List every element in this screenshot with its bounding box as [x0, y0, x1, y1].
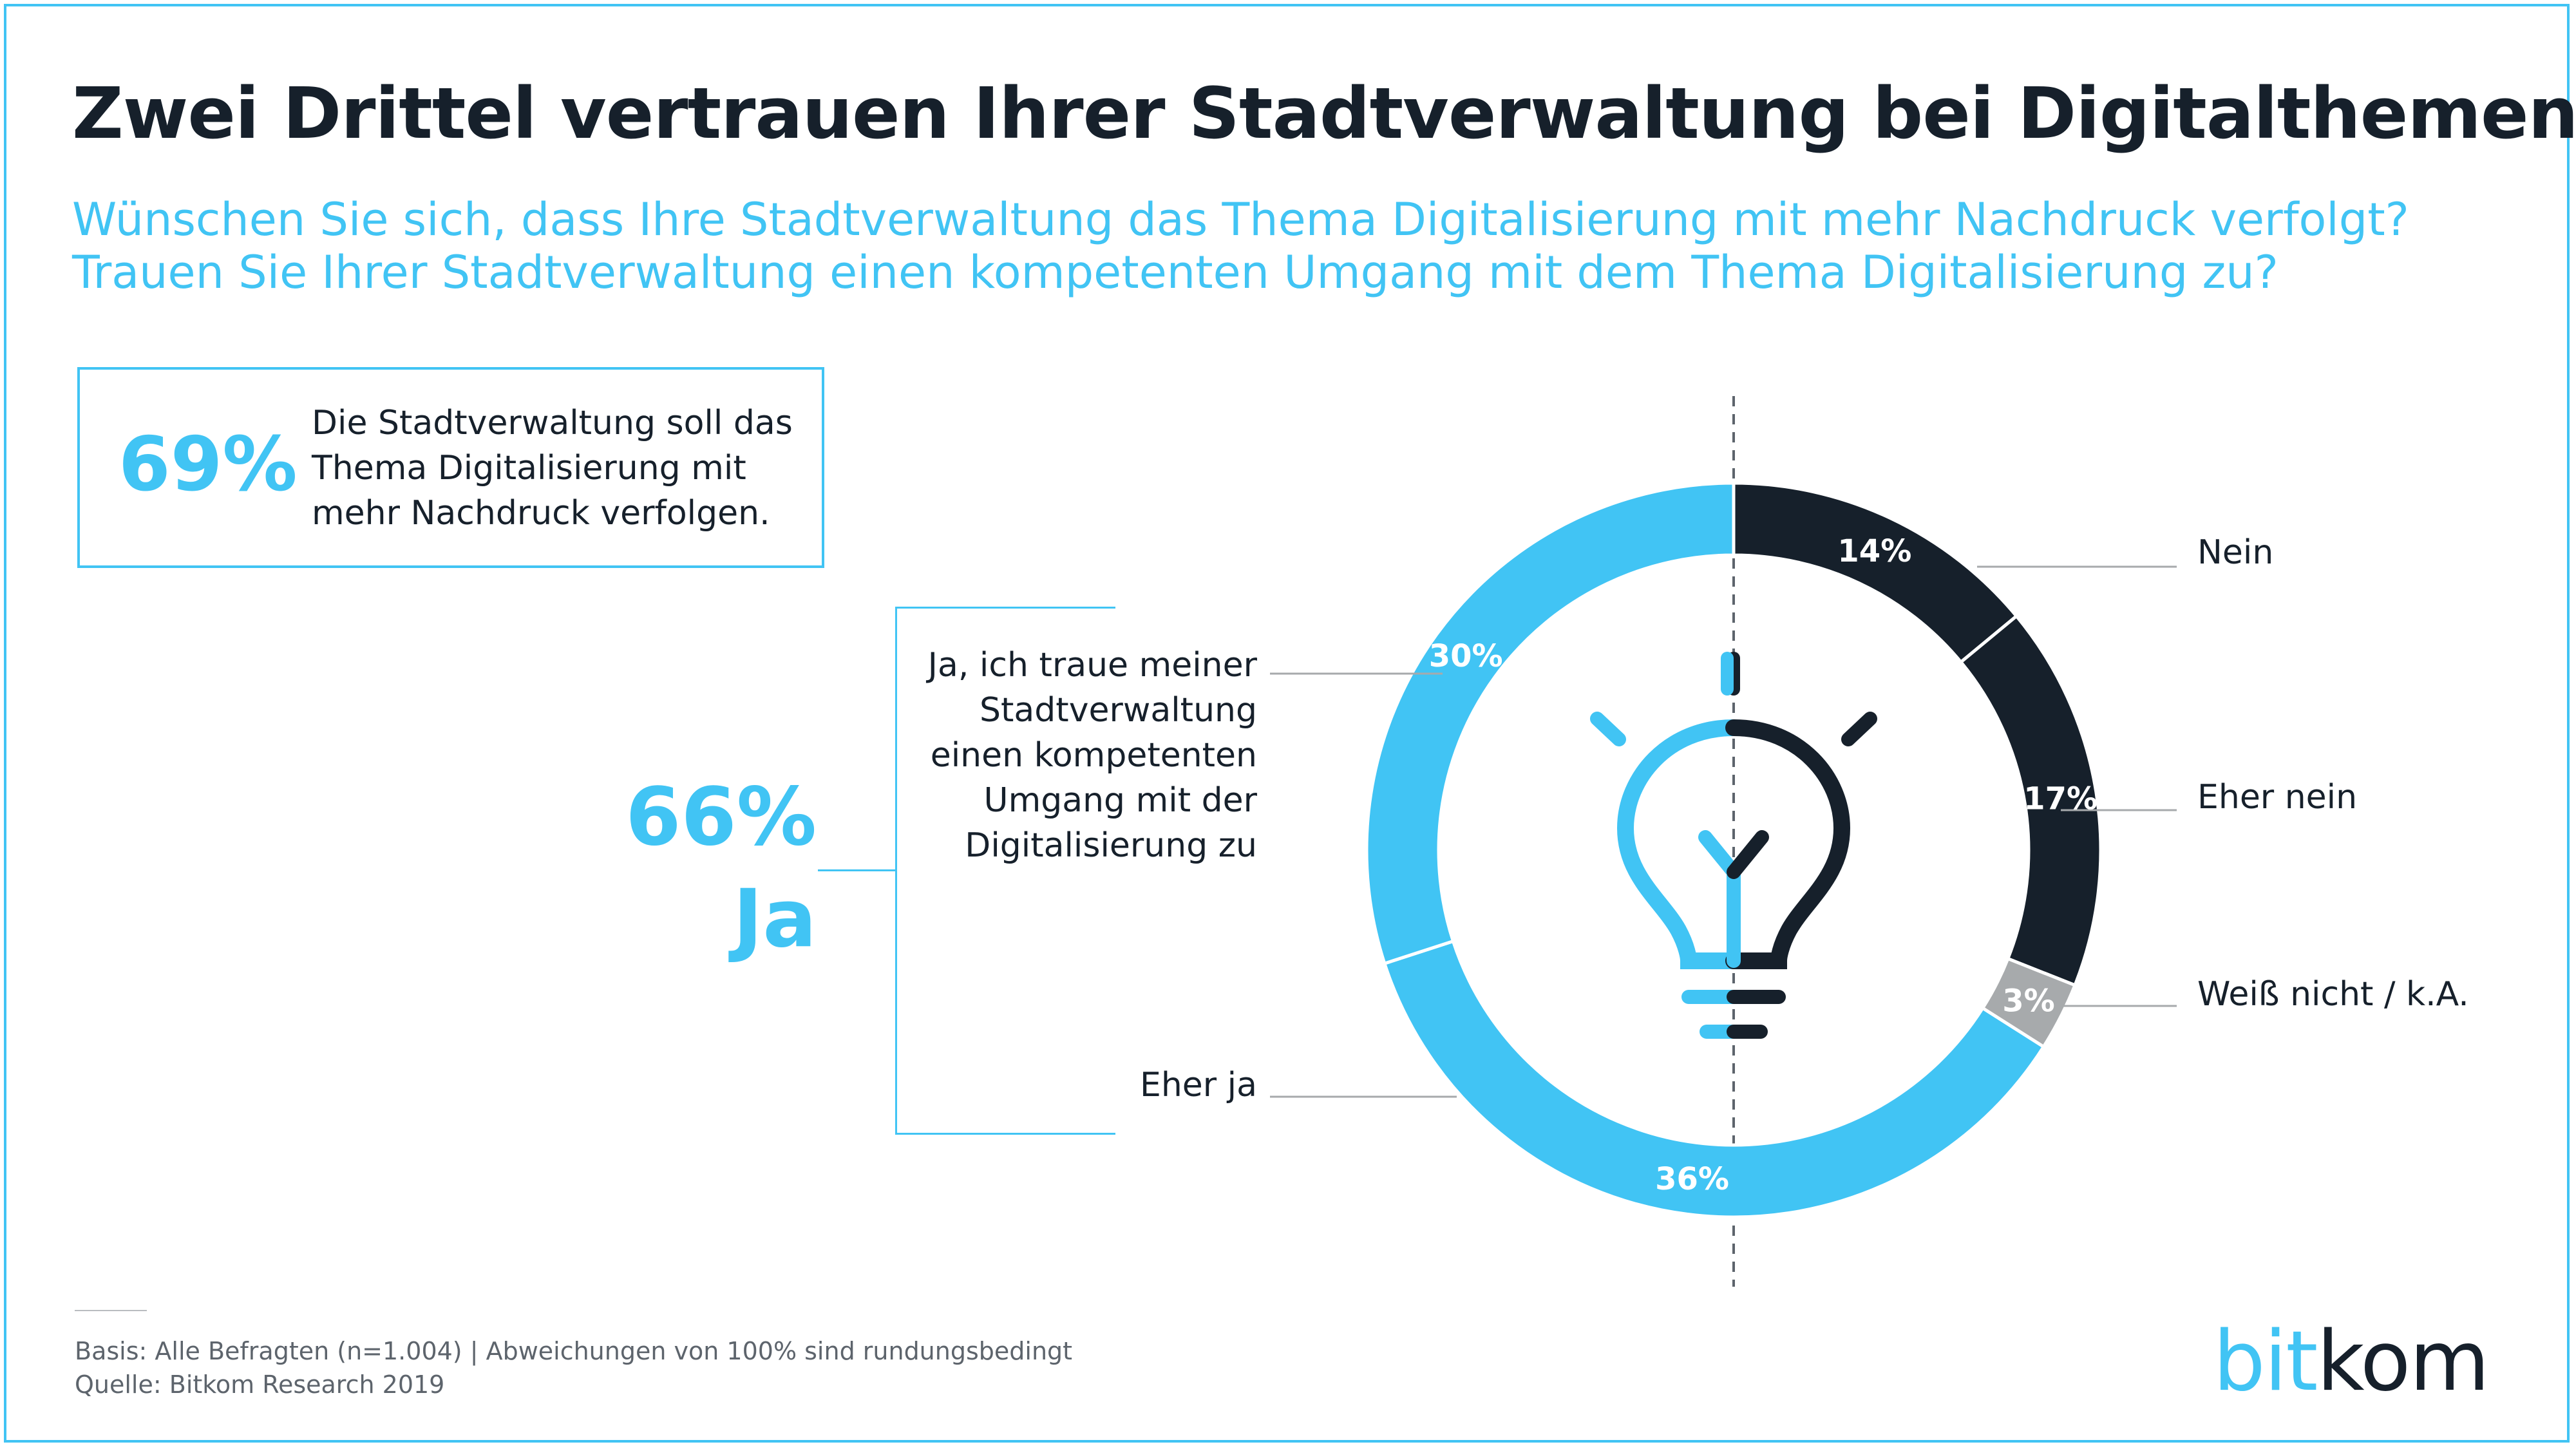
footer-source: Quelle: Bitkom Research 2019: [75, 1370, 445, 1399]
highlight-box: 69% Die Stadtverwaltung soll das Thema D…: [77, 367, 824, 568]
summary-ja: 66% Ja: [625, 766, 817, 970]
legend-eher-nein: Eher nein: [2197, 778, 2358, 817]
footer: Basis: Alle Befragten (n=1.004) | Abweic…: [75, 1334, 1072, 1401]
footer-basis: Basis: Alle Befragten (n=1.004) | Abweic…: [75, 1337, 1073, 1365]
summary-percent: 66%: [625, 771, 817, 864]
bitkom-logo: bitkom: [2213, 1314, 2490, 1410]
segment-label-eher-ja: 36%: [1655, 1161, 1729, 1197]
leader-lines: [1270, 565, 2177, 1098]
highlight-text-line-2: Thema Digitalisierung mit: [312, 449, 746, 488]
highlight-text: Die Stadtverwaltung soll das Thema Digit…: [312, 401, 793, 536]
filament-left: [1698, 830, 1741, 968]
summary-bracket-tick: [818, 869, 896, 871]
logo-part-bit: bit: [2213, 1314, 2318, 1410]
ray-left: [1590, 712, 1626, 746]
eher-ja-label: Eher ja: [1139, 1066, 1257, 1104]
donut-segment-eher-ja: [1382, 939, 2046, 1219]
segment-label-weiss-nicht: 3%: [2002, 983, 2055, 1019]
footer-rule: [75, 1310, 147, 1311]
segment-label-nein: 14%: [1837, 533, 1911, 569]
donut-segment-nein: [1732, 481, 2019, 665]
segment-labels: 14% 17% 3% 36% 30%: [1429, 533, 2098, 1197]
bulb-left-outline: [1616, 719, 1742, 969]
subtitle-line-2: Trauen Sie Ihrer Stadtverwaltung einen k…: [72, 246, 2278, 299]
highlight-percent: 69%: [118, 421, 298, 508]
chart-frame: [4, 4, 2570, 1443]
ja-label-line-5: Digitalisierung zu: [965, 826, 1257, 865]
filament-right: [1727, 830, 1769, 879]
chart-subtitle: Wünschen Sie sich, dass Ihre Stadtverwal…: [72, 193, 2409, 299]
chart-title: Zwei Drittel vertrauen Ihrer Stadtverwal…: [72, 72, 2576, 155]
highlight-text-line-3: mehr Nachdruck verfolgen.: [312, 494, 770, 533]
legend-weiss-nicht: Weiß nicht / k.A.: [2197, 975, 2469, 1014]
donut-segments: [1365, 481, 2103, 1219]
subtitle-line-1: Wünschen Sie sich, dass Ihre Stadtverwal…: [72, 193, 2409, 246]
summary-label: Ja: [733, 873, 817, 965]
ja-label-line-4: Umgang mit der: [983, 781, 1257, 820]
ray-right: [1841, 712, 1877, 746]
donut-segment-ja: [1365, 481, 1736, 966]
legend-nein: Nein: [2197, 533, 2274, 572]
segment-label-ja: 30%: [1429, 638, 1503, 674]
lightbulb-icon: [1590, 652, 1877, 1039]
highlight-text-line-1: Die Stadtverwaltung soll das: [312, 404, 793, 442]
logo-part-kom: kom: [2316, 1314, 2490, 1410]
segment-label-eher-nein: 17%: [2023, 781, 2098, 817]
ja-label-line-2: Stadtverwaltung: [980, 691, 1257, 730]
bulb-right-outline: [1725, 719, 1851, 969]
ja-label: Ja, ich traue meiner Stadtverwaltung ein…: [928, 643, 1257, 868]
ja-label-line-1: Ja, ich traue meiner: [927, 646, 1257, 685]
ja-label-line-3: einen kompetenten: [930, 736, 1257, 775]
